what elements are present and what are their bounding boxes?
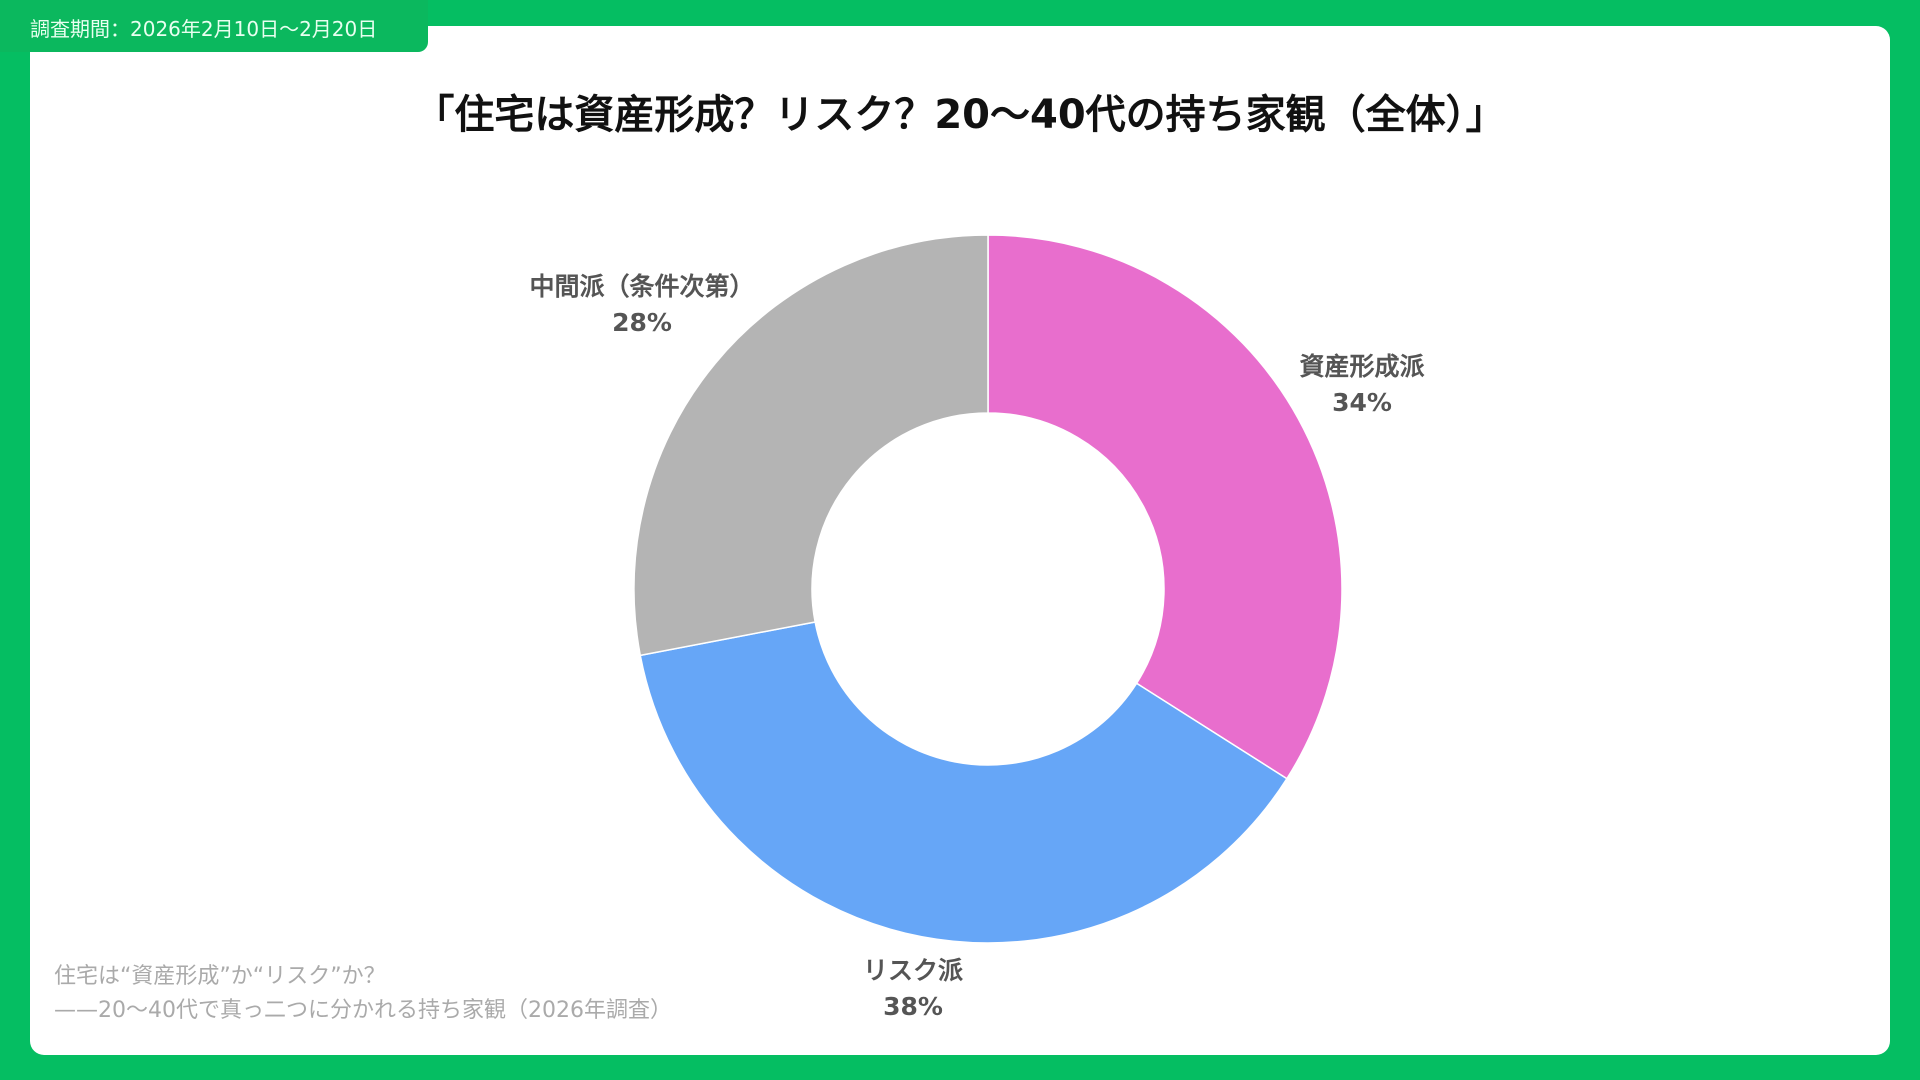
chart-title: 「住宅は資産形成？リスク？20〜40代の持ち家観（全体）」 bbox=[414, 92, 1506, 138]
footer-caption: 住宅は“資産形成”か“リスク”か？ ——20〜40代で真っ二つに分かれる持ち家観… bbox=[54, 960, 672, 1028]
slice-name: 中間派（条件次第） bbox=[529, 272, 755, 301]
donut-slice-2 bbox=[633, 234, 989, 657]
slice-name: 資産形成派 bbox=[1299, 352, 1425, 381]
survey-period-tab: 調査期間：2026年2月10日〜2月20日 bbox=[0, 0, 428, 52]
survey-period: 調査期間：2026年2月10日〜2月20日 bbox=[30, 17, 378, 41]
slice-label-middle: 中間派（条件次第） 28% bbox=[529, 269, 754, 341]
donut-slice-1 bbox=[639, 621, 1288, 944]
slice-label-asset: 資産形成派 34% bbox=[1299, 349, 1424, 421]
slice-value: 38% bbox=[883, 992, 943, 1021]
slice-label-risk: リスク派 38% bbox=[863, 953, 963, 1025]
slice-value: 34% bbox=[1332, 388, 1392, 417]
donut-slice-0 bbox=[987, 234, 1343, 780]
footer-line-1: 住宅は“資産形成”か“リスク”か？ bbox=[54, 964, 386, 989]
footer-line-2: ——20〜40代で真っ二つに分かれる持ち家観（2026年調査） bbox=[54, 998, 672, 1023]
slice-name: リスク派 bbox=[862, 956, 964, 985]
slice-value: 28% bbox=[612, 308, 672, 337]
